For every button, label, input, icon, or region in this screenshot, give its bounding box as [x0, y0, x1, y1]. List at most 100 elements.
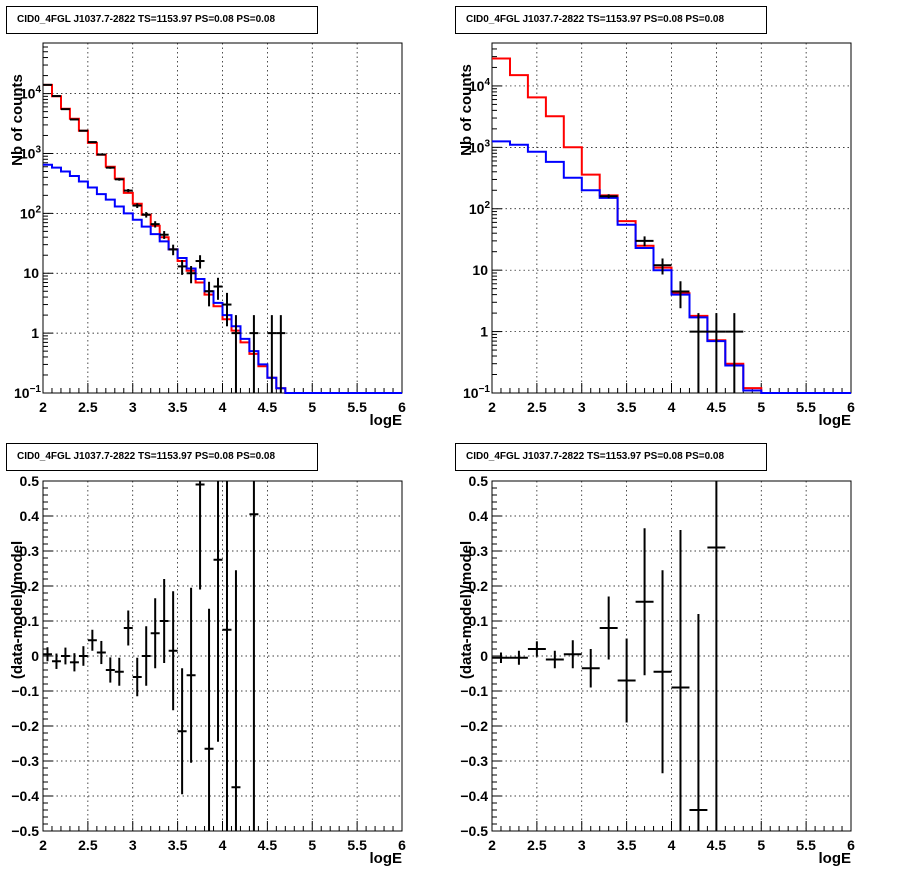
data-point — [141, 212, 151, 218]
data-point — [581, 649, 600, 688]
x-axis-label: logE — [819, 412, 852, 429]
x-axis-label: logE — [370, 850, 403, 867]
x-tick-label: 2 — [488, 837, 496, 853]
data-point — [725, 313, 744, 393]
data-point — [123, 610, 133, 646]
errorbar-series-1 — [492, 481, 726, 831]
data-point — [123, 189, 133, 193]
data-point — [60, 108, 70, 111]
errorbar-series-3 — [599, 194, 744, 393]
data-point — [599, 596, 618, 660]
x-tick-label: 3.5 — [168, 837, 188, 853]
y-tick-label: 0.2 — [469, 578, 489, 594]
y-tick-label: 104 — [469, 77, 491, 94]
data-point — [78, 646, 88, 666]
y-tick-label: 0.4 — [20, 508, 40, 524]
y-tick-label: −0.5 — [460, 823, 488, 839]
errorbar-series-3 — [43, 83, 286, 393]
data-point — [159, 579, 169, 663]
y-tick-label: 103 — [469, 138, 491, 155]
data-point — [204, 608, 214, 831]
y-tick-label: 1 — [480, 324, 488, 340]
y-tick-label: −0.2 — [460, 718, 488, 734]
x-tick-label: 2.5 — [527, 837, 547, 853]
data-point — [707, 481, 726, 831]
x-tick-label: 6 — [847, 837, 855, 853]
y-tick-label: 102 — [469, 200, 491, 217]
y-tick-label: −0.1 — [460, 683, 488, 699]
x-tick-label: 2.5 — [527, 399, 547, 415]
y-tick-label: −0.2 — [11, 718, 39, 734]
data-point — [689, 614, 708, 831]
data-point — [69, 118, 79, 121]
data-point — [114, 657, 124, 686]
data-point — [213, 481, 223, 742]
panel-title-4: CID0_4FGL J1037.7-2822 TS=1153.97 PS=0.0… — [455, 443, 767, 471]
data-point — [635, 528, 654, 676]
x-tick-label: 3 — [578, 399, 586, 415]
data-point — [186, 266, 196, 284]
chart-panel-2: 2 2.5 3 3.5 4 4.5 5 5.5 6 10−1 1 10 102 103 104 logE Nb … — [458, 42, 855, 429]
data-point — [114, 178, 124, 181]
data-point — [213, 277, 223, 300]
y-tick-label: 0 — [480, 648, 488, 664]
data-point — [51, 95, 61, 98]
plot-frame — [491, 42, 852, 394]
data-point — [141, 626, 151, 686]
x-tick-label: 4.5 — [707, 837, 727, 853]
x-tick-label: 3.5 — [617, 399, 637, 415]
data-point — [51, 653, 61, 669]
y-tick-label: −0.3 — [11, 753, 39, 769]
data-point — [150, 598, 160, 669]
y-tick-label: 0 — [31, 648, 39, 664]
x-tick-label: 4.5 — [258, 399, 278, 415]
x-tick-label: 5 — [308, 399, 316, 415]
data-point — [195, 255, 205, 269]
data-point — [231, 315, 241, 393]
data-point — [177, 260, 187, 275]
data-point — [267, 315, 277, 393]
y-tick-label: −0.5 — [11, 823, 39, 839]
x-tick-label: 4 — [219, 837, 227, 853]
data-point — [177, 668, 187, 795]
data-point — [492, 652, 510, 663]
data-point — [707, 313, 726, 393]
data-point — [249, 315, 259, 393]
x-axis-label: logE — [370, 412, 403, 429]
panel-title-1: CID0_4FGL J1037.7-2822 TS=1153.97 PS=0.0… — [6, 6, 318, 34]
errorbar-series-1 — [43, 481, 259, 831]
data-point — [78, 129, 88, 132]
data-point — [653, 570, 672, 774]
y-tick-label: 0.3 — [469, 543, 489, 559]
panel-title-2: CID0_4FGL J1037.7-2822 TS=1153.97 PS=0.0… — [455, 6, 767, 34]
x-tick-label: 5.5 — [796, 399, 816, 415]
y-tick-label: −0.3 — [460, 753, 488, 769]
y-axis-label: (data-model)/model — [9, 541, 26, 679]
x-tick-label: 3.5 — [617, 837, 637, 853]
x-tick-label: 6 — [847, 399, 855, 415]
chart-panel-3: 2 2.5 3 3.5 4 4.5 5 5.5 6 −0.5 −0.4 −0.3 −0.2 −0.1 0 0.… — [9, 473, 406, 867]
histogram-series-2 — [43, 163, 402, 394]
x-tick-label: 5.5 — [347, 399, 367, 415]
x-tick-label: 4.5 — [258, 837, 278, 853]
chart-panel-4: 2 2.5 3 3.5 4 4.5 5 5.5 6 −0.5 −0.4 −0.3 −0.2 −0.1 0 0.… — [458, 473, 855, 867]
y-tick-label: 102 — [20, 204, 42, 221]
data-point — [168, 591, 178, 711]
data-point — [545, 650, 564, 669]
x-tick-label: 2.5 — [78, 399, 98, 415]
data-point — [617, 638, 636, 723]
data-point — [69, 653, 79, 672]
chart-panel-1: 2 2.5 3 3.5 4 4.5 5 5.5 6 10−1 1 10 102 103 104 logE Nb … — [9, 42, 406, 429]
plot-frame — [42, 42, 403, 394]
panel-title-3: CID0_4FGL J1037.7-2822 TS=1153.97 PS=0.0… — [6, 443, 318, 471]
x-tick-label: 3 — [129, 399, 137, 415]
data-point — [653, 258, 672, 275]
y-tick-label: −0.4 — [460, 788, 488, 804]
data-point — [105, 166, 115, 169]
x-tick-label: 2 — [39, 837, 47, 853]
y-tick-label: 0.1 — [20, 613, 40, 629]
x-tick-label: 3.5 — [168, 399, 188, 415]
data-point — [276, 315, 286, 393]
y-tick-label: 0.2 — [20, 578, 40, 594]
